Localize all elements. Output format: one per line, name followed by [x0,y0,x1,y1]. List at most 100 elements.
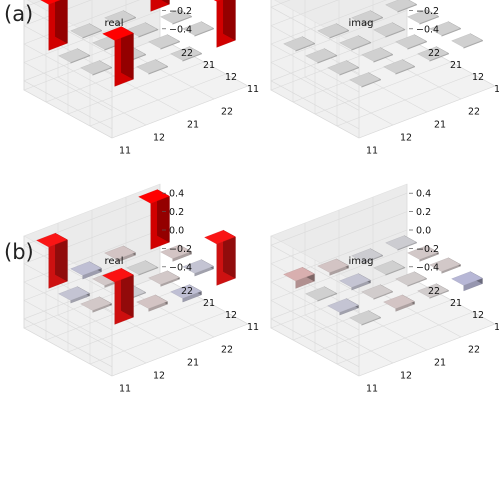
bar-11-21 [417,283,449,299]
bar-22-11 [283,36,315,52]
z-tick-label: −0.2 [416,6,439,17]
bars [283,0,483,88]
y-axis-ticks: 11 12 21 22 [181,286,259,333]
z-axis-ticks: 0.40.20.0−0.2−0.4 [162,189,192,273]
bar-12-22 [429,257,461,274]
x-tick-label: 11 [119,146,131,157]
bar-11-11 [102,26,134,87]
y-tick-label: 11 [247,322,259,333]
y-tick-label: 22 [181,286,193,297]
x-tick-label: 21 [434,120,446,131]
x-tick-label: 12 [153,371,165,382]
x-tick-label: 11 [119,384,131,395]
y-tick-label: 22 [428,48,440,59]
y-tick-label: 12 [225,310,237,321]
bar-11-11 [349,310,381,326]
bar-21-11 [305,48,337,64]
bar-12-12 [361,284,393,300]
z-tick-label: 0.4 [169,189,184,200]
z-tick-label: 0.0 [169,226,184,237]
x-tick-label: 12 [400,371,412,382]
x-tick-label: 11 [366,146,378,157]
gridlines [23,184,249,377]
bar-22-11 [36,232,68,289]
bar-22-22 [138,189,170,250]
bar-21-12 [339,273,371,291]
bar-21-21 [126,260,158,276]
bar-21-22 [407,9,439,25]
bar-21-11 [58,286,90,304]
bar-21-12 [339,35,371,51]
x-axis-ticks: 11 12 21 22 [366,107,480,157]
bar-22-11 [40,0,68,51]
x-tick-label: 11 [366,384,378,395]
x-axis-ticks: 11 12 21 22 [119,345,233,395]
bar-21-11 [58,48,90,64]
bar-22-12 [70,261,102,280]
panel-label: (a) [4,2,33,26]
y-tick-label: 11 [247,84,259,95]
bar-22-12 [317,23,349,39]
chart-title: imag [349,18,374,29]
bar-11-21 [170,46,202,62]
bar-11-22 [213,0,236,48]
bar-11-22 [451,33,483,49]
bar-11-21 [417,46,449,62]
y-tick-label: 12 [472,72,484,83]
bar-11-21 [170,284,202,303]
bars [283,235,483,326]
x-tick-label: 22 [468,345,480,356]
z-tick-label: 0.0 [416,226,431,237]
bar-22-21 [104,245,136,263]
y-tick-label: 21 [450,60,462,71]
bar-11-22 [204,229,236,286]
x-tick-label: 22 [468,107,480,118]
x-tick-label: 22 [221,107,233,118]
y-tick-label: 11 [494,84,499,95]
chart-panel-4: 0.4 0.2 0.0 −0.2 −0.4 11 12 21 22 11 12 21 22 imag [270,183,499,395]
z-axis-ticks: 0.40.20.0−0.2−0.4 [409,189,439,273]
y-tick-label: 12 [472,310,484,321]
y-tick-label: 22 [181,48,193,59]
z-tick-label: 0.4 [416,189,431,200]
x-tick-label: 12 [153,133,165,144]
z-tick-label: −0.4 [416,262,439,273]
x-tick-label: 21 [434,358,446,369]
y-tick-label: 11 [494,322,499,333]
bar-12-21 [148,34,180,50]
bar-21-21 [373,260,405,276]
y-axis-ticks: 11 12 21 22 [181,48,259,95]
bar-11-11 [102,268,134,325]
bar-12-11 [327,60,359,76]
y-tick-label: 22 [428,286,440,297]
bar-21-22 [160,9,192,25]
bar-21-22 [407,245,439,262]
bar-11-11 [349,72,381,88]
z-axis-ticks: 0.40.20.0−0.2−0.4 [162,6,192,35]
y-tick-label: 12 [225,72,237,83]
bar-11-12 [383,294,415,312]
bar-22-11 [283,267,315,289]
bar-12-21 [395,271,427,287]
bar-11-12 [136,59,168,75]
bar-21-22 [160,244,192,262]
x-axis-ticks: 11 12 21 22 [119,107,233,157]
y-axis-ticks: 11 12 21 22 [428,286,499,333]
bar-21-11 [305,286,337,302]
bar-12-11 [80,60,112,76]
chart-title: real [105,256,124,267]
chart-title: imag [349,256,374,267]
bars [40,0,236,87]
bar-21-21 [373,22,405,38]
bar-12-22 [429,21,461,37]
bar-22-12 [317,258,349,276]
z-tick-label: −0.2 [169,244,192,255]
bar-11-12 [136,294,168,312]
chart-panel-2: 0.40.20.0−0.2−0.41112212211122122imag [270,0,499,157]
bar-11-22 [451,271,483,292]
bar-22-12 [70,23,102,39]
bar-21-21 [126,22,158,38]
bar-22-22 [150,0,170,12]
